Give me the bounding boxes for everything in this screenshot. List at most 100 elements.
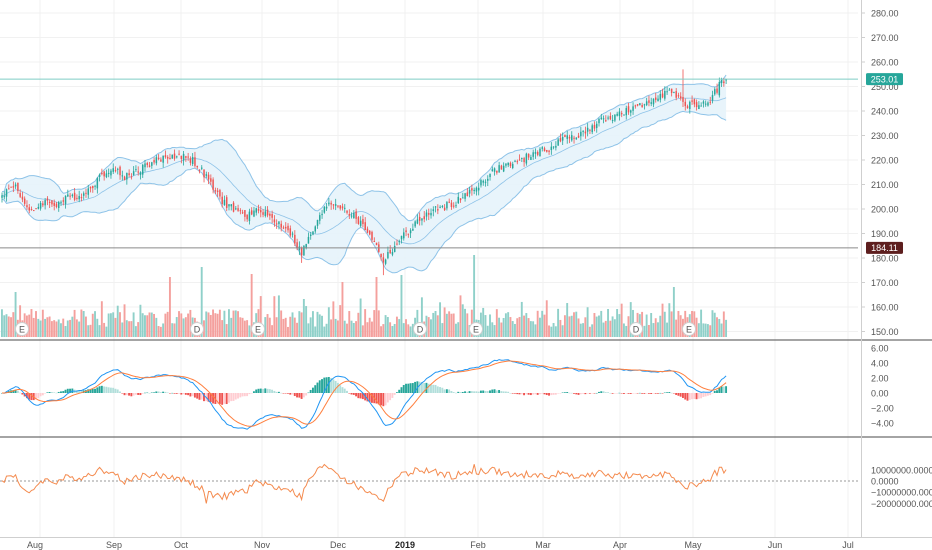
volume-bar	[155, 317, 158, 337]
candle-body	[514, 160, 516, 162]
macd-histogram-bar	[228, 393, 230, 403]
volume-bar	[271, 325, 274, 337]
candle-body	[14, 184, 17, 187]
volume-bar	[725, 319, 728, 337]
candle-body	[353, 212, 355, 219]
candle-body	[630, 110, 632, 113]
candle-body	[720, 80, 723, 84]
candle-body	[171, 154, 173, 159]
event-marker-d[interactable]: D	[629, 322, 643, 336]
macd-histogram-bar	[352, 393, 355, 395]
time-tick-label: May	[684, 540, 702, 550]
candle-body	[337, 205, 339, 207]
macd-histogram-bar	[484, 390, 487, 393]
volume-bar	[473, 255, 476, 337]
candle-body	[430, 212, 432, 216]
event-label: D	[417, 325, 424, 335]
candle-body	[689, 101, 691, 109]
candle-body	[632, 106, 634, 111]
volume-bar	[225, 324, 228, 337]
candle-body	[53, 202, 55, 206]
candle-body	[151, 162, 153, 166]
event-marker-d[interactable]: D	[190, 322, 204, 336]
candle-body	[707, 102, 709, 106]
volume-bar	[718, 318, 721, 337]
volume-bar	[364, 309, 367, 337]
volume-bar	[380, 326, 382, 337]
volume-bar	[264, 317, 267, 337]
volume-bar	[520, 301, 523, 337]
macd-histogram-bar	[511, 393, 514, 394]
macd-histogram-bar	[44, 393, 47, 394]
macd-histogram-bar	[21, 393, 24, 395]
macd-histogram-bar	[78, 390, 81, 393]
volume-bar	[69, 319, 71, 337]
volume-bar	[346, 323, 348, 337]
volume-bar	[39, 320, 42, 337]
event-marker-e[interactable]: E	[469, 322, 483, 336]
candle-body	[664, 90, 666, 99]
candle-body	[264, 211, 267, 217]
volume-bar	[704, 323, 707, 337]
candle-body	[194, 157, 196, 166]
macd-histogram-bar	[405, 383, 407, 393]
volume-bar	[50, 321, 53, 337]
volume-bar	[493, 325, 496, 337]
volume-bar	[134, 326, 137, 337]
macd-histogram-bar	[103, 386, 106, 393]
macd-histogram-bar	[119, 391, 121, 393]
candle-body	[552, 146, 555, 148]
volume-bar	[400, 275, 403, 337]
macd-histogram-bar	[62, 391, 65, 393]
time-tick-label: Nov	[254, 540, 271, 550]
time-axis[interactable]: Aug Sep Oct Nov Dec 2019 Feb Mar Apr May Jun Jul	[27, 540, 854, 550]
candle-body	[269, 213, 271, 216]
candle-body	[207, 174, 210, 180]
macd-histogram-bar	[423, 383, 426, 393]
candle-body	[623, 114, 625, 116]
macd-histogram-bar	[691, 393, 693, 400]
volume-bar	[613, 319, 616, 337]
volume-bar	[35, 311, 37, 337]
volume-bar	[382, 324, 385, 337]
volume-bar	[87, 325, 90, 337]
macd-histogram-bar	[586, 393, 589, 394]
candle-body	[176, 156, 178, 158]
macd-histogram-bar	[475, 391, 478, 393]
macd-histogram-bar	[459, 392, 462, 393]
volume-bar	[157, 326, 160, 337]
macd-histogram-bar	[670, 392, 673, 394]
macd-histogram-bar	[493, 389, 496, 393]
macd-histogram-bar	[57, 391, 60, 393]
candle-body	[130, 176, 133, 178]
event-marker-e[interactable]: E	[682, 322, 696, 336]
candle-body	[85, 192, 87, 194]
volume-bar	[82, 311, 85, 337]
macd-histogram-bar	[164, 391, 167, 393]
candle-body	[425, 212, 428, 217]
candle-body	[110, 170, 112, 176]
volume-bar	[246, 320, 249, 337]
macd-histogram-bar	[602, 391, 605, 393]
candle-body	[686, 106, 689, 109]
volume-bar	[439, 302, 442, 337]
volume-bar	[395, 316, 398, 337]
event-circle	[682, 322, 696, 336]
event-label: E	[473, 325, 479, 335]
volume-bar	[420, 297, 423, 337]
macd-tick-label: −4.00	[871, 419, 894, 429]
price-axis[interactable]: 280.00 270.00 260.00 250.00 240.00 230.00 220.…	[861, 9, 932, 509]
price-tick-label: 260.00	[871, 58, 899, 68]
event-marker-e[interactable]: E	[15, 322, 29, 336]
volume-bar	[221, 320, 224, 337]
event-marker-d[interactable]: D	[413, 322, 427, 336]
volume-bar	[452, 313, 455, 337]
candle-body	[645, 101, 648, 106]
macd-histogram-bar	[94, 388, 96, 393]
macd-histogram-bar	[250, 393, 253, 394]
volume-bar	[302, 298, 305, 337]
macd-histogram-bar	[134, 393, 137, 395]
candle-body	[357, 217, 360, 224]
event-marker-e[interactable]: E	[251, 322, 265, 336]
